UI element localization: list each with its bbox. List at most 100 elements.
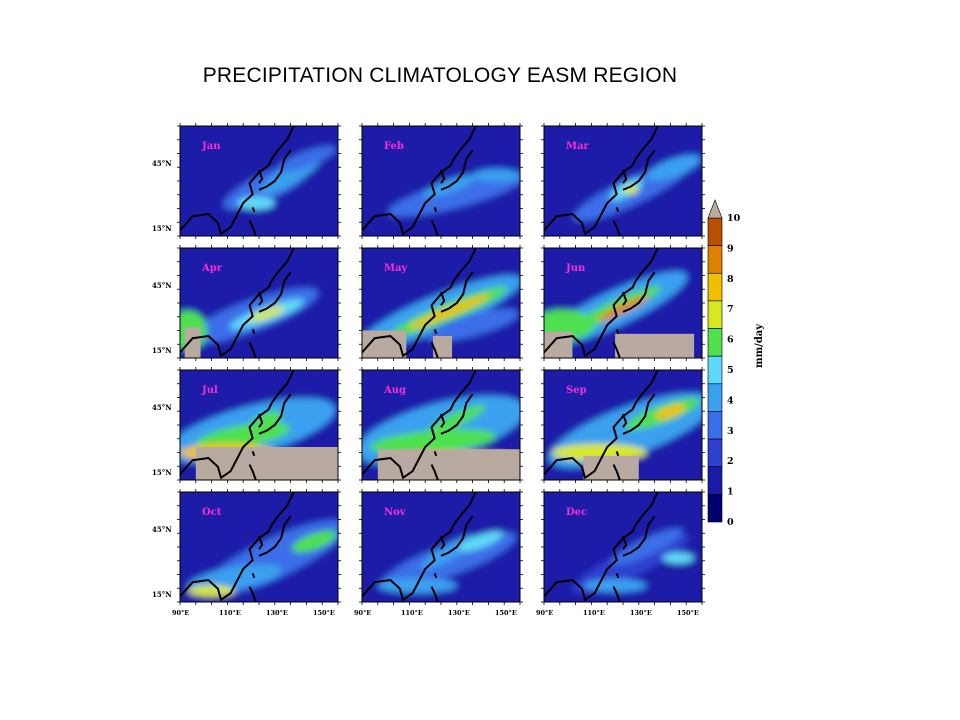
precip-blob — [544, 492, 702, 602]
coast-segment — [362, 248, 477, 358]
coastline — [544, 126, 659, 236]
lat-label: 45°N — [152, 159, 172, 168]
coast-segment — [615, 451, 620, 457]
month-label: Dec — [566, 507, 587, 518]
coast-segment — [248, 464, 257, 480]
coast-segment — [258, 271, 292, 313]
precip-blob — [291, 530, 337, 553]
coast-segment — [258, 515, 292, 557]
colorbar-swatch — [707, 272, 723, 302]
missing-data-mask — [377, 449, 520, 480]
month-panel-may: May — [359, 245, 523, 361]
month-label: May — [384, 263, 409, 274]
precip-field — [180, 126, 338, 236]
coast-segment — [612, 220, 621, 236]
coast-segment — [612, 586, 621, 602]
lon-label: 150°E — [495, 609, 517, 617]
month-panel-nov: Nov 90°E 110°E 130°E 150°E — [354, 489, 523, 617]
coast-segment — [612, 342, 621, 358]
lon-label: 150°E — [677, 609, 699, 617]
month-panel-sep: Sep — [541, 367, 705, 483]
coast-segment — [612, 464, 621, 480]
coast-segment — [622, 271, 656, 313]
colorbar-swatch — [707, 438, 723, 468]
coastline — [544, 492, 659, 602]
lat-label: 45°N — [152, 525, 172, 534]
coast-segment — [248, 342, 257, 358]
colorbar-swatch — [707, 245, 723, 274]
coast-segment — [544, 248, 659, 358]
month-label: Mar — [566, 141, 590, 152]
coast-segment — [180, 126, 295, 236]
coast-segment — [622, 515, 656, 557]
lon-label: 90°E — [354, 609, 371, 617]
month-panel-oct: Oct 45°N 15°N 90°E 110°E 130°E 150°E — [152, 489, 341, 617]
coast-segment — [430, 220, 439, 236]
coast-segment — [251, 207, 256, 213]
precip-field — [180, 492, 338, 602]
precip-blob — [276, 145, 337, 173]
coast-segment — [433, 451, 438, 457]
lat-label: 45°N — [152, 281, 172, 290]
colorbar-swatch — [707, 383, 723, 412]
month-panel-feb: Feb — [359, 123, 523, 239]
coast-segment — [258, 413, 264, 428]
coastline — [362, 126, 477, 236]
coast-segment — [440, 393, 474, 435]
colorbar-swatch — [707, 328, 723, 357]
precip-blob — [362, 126, 520, 236]
coast-segment — [622, 169, 628, 184]
lat-label: 15°N — [152, 224, 172, 233]
coast-segment — [251, 451, 256, 457]
colorbar-label: 6 — [727, 335, 734, 346]
lon-label: 90°E — [172, 609, 189, 617]
precip-blob — [196, 422, 290, 450]
precip-field — [544, 126, 702, 236]
coast-segment — [258, 535, 264, 550]
coast-segment — [440, 149, 474, 191]
lon-label: 130°E — [448, 609, 470, 617]
colorbar-label: 3 — [727, 426, 734, 437]
coast-segment — [258, 393, 292, 435]
month-label: Nov — [384, 507, 407, 518]
month-panel-jun: Jun — [541, 245, 705, 361]
missing-data-mask — [583, 455, 639, 480]
lon-label: 130°E — [630, 609, 652, 617]
month-label: Feb — [384, 141, 404, 152]
colorbar-unit: mm/day — [754, 323, 765, 368]
coast-segment — [440, 515, 474, 557]
month-label: Sep — [566, 385, 587, 396]
colorbar-swatch — [707, 300, 723, 329]
coast-segment — [440, 291, 446, 306]
lon-label: 110°E — [219, 609, 241, 617]
coast-segment — [180, 370, 295, 480]
missing-data-mask — [195, 447, 338, 480]
precip-blob — [394, 195, 457, 215]
coast-segment — [615, 329, 620, 335]
precip-field — [180, 248, 338, 358]
missing-data-mask — [184, 327, 201, 358]
colorbar: 0 1 2 3 4 5 6 7 8 9 10 mm/day — [707, 199, 765, 528]
lat-label: 15°N — [152, 346, 172, 355]
precip-blob — [407, 294, 490, 329]
coastline — [180, 492, 295, 602]
mask-area — [195, 447, 338, 480]
coastline — [362, 492, 477, 602]
precip-field — [544, 492, 702, 602]
coast-segment — [362, 370, 477, 480]
coast-segment — [440, 413, 446, 428]
lon-label: 130°E — [266, 609, 288, 617]
precip-blob — [251, 411, 282, 428]
precip-blob — [610, 528, 683, 566]
lon-label: 90°E — [536, 609, 553, 617]
month-label: Aug — [383, 385, 406, 396]
mask-area — [184, 327, 201, 358]
lat-label: 45°N — [152, 403, 172, 412]
coast-segment — [622, 291, 628, 306]
colorbar-label: 1 — [727, 487, 734, 498]
coastline — [362, 370, 477, 480]
coast-segment — [430, 464, 439, 480]
precip-blob — [646, 155, 701, 181]
precip-blob — [458, 531, 503, 552]
coast-segment — [615, 573, 620, 579]
